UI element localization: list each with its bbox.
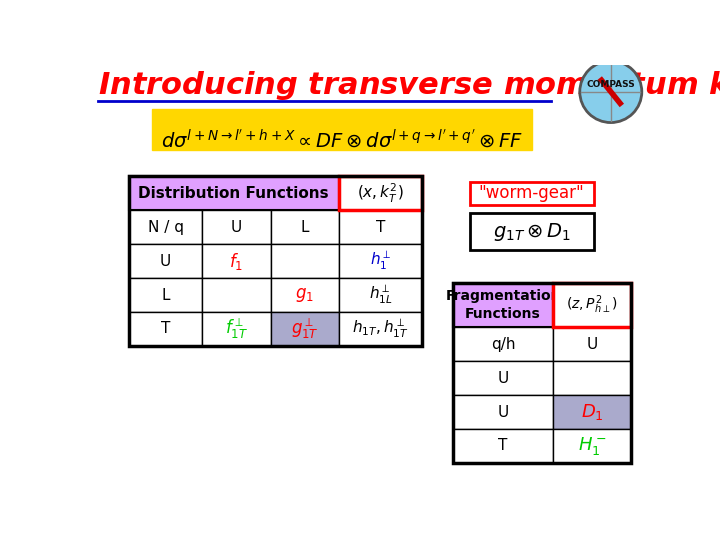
Text: Introducing transverse momentum k$_T$: Introducing transverse momentum k$_T$ (98, 69, 720, 102)
Circle shape (580, 61, 642, 123)
FancyBboxPatch shape (339, 244, 423, 278)
Text: T: T (161, 321, 170, 336)
FancyBboxPatch shape (152, 110, 532, 150)
FancyBboxPatch shape (453, 327, 554, 361)
Text: T: T (498, 438, 508, 454)
FancyBboxPatch shape (339, 278, 423, 312)
FancyBboxPatch shape (554, 361, 631, 395)
FancyBboxPatch shape (271, 278, 339, 312)
FancyBboxPatch shape (202, 244, 271, 278)
Text: U: U (587, 337, 598, 352)
Text: Distribution Functions: Distribution Functions (138, 186, 329, 201)
Text: U: U (498, 370, 509, 386)
FancyBboxPatch shape (554, 327, 631, 361)
FancyBboxPatch shape (129, 211, 202, 244)
FancyBboxPatch shape (469, 213, 594, 251)
Text: U: U (498, 404, 509, 420)
Text: $g_{1T}^\perp$: $g_{1T}^\perp$ (291, 316, 318, 341)
Text: $h_1^\perp$: $h_1^\perp$ (370, 250, 392, 272)
FancyBboxPatch shape (202, 211, 271, 244)
FancyBboxPatch shape (453, 429, 554, 463)
Text: L: L (161, 287, 170, 302)
Text: L: L (300, 220, 309, 235)
FancyBboxPatch shape (339, 211, 423, 244)
FancyBboxPatch shape (271, 211, 339, 244)
FancyBboxPatch shape (453, 395, 554, 429)
FancyBboxPatch shape (129, 312, 202, 346)
FancyBboxPatch shape (339, 177, 423, 211)
Text: $g_{1T} \otimes D_1$: $g_{1T} \otimes D_1$ (492, 221, 571, 243)
Text: T: T (376, 220, 385, 235)
FancyBboxPatch shape (129, 177, 339, 211)
Text: $(x, k_T^2)$: $(x, k_T^2)$ (357, 182, 404, 205)
Text: $(z, P_{h\perp}^2)$: $(z, P_{h\perp}^2)$ (567, 294, 618, 316)
Text: COMPASS: COMPASS (586, 79, 635, 89)
FancyBboxPatch shape (554, 283, 631, 327)
FancyBboxPatch shape (339, 312, 423, 346)
Text: N / q: N / q (148, 220, 184, 235)
FancyBboxPatch shape (271, 244, 339, 278)
FancyBboxPatch shape (453, 361, 554, 395)
Text: q/h: q/h (491, 337, 516, 352)
Text: $H_1^-$: $H_1^-$ (578, 435, 606, 457)
Text: $h_{1L}^\perp$: $h_{1L}^\perp$ (369, 284, 392, 306)
Text: $g_1$: $g_1$ (295, 286, 314, 304)
Text: Fragmentation
Functions: Fragmentation Functions (446, 289, 561, 321)
FancyBboxPatch shape (554, 429, 631, 463)
FancyBboxPatch shape (202, 278, 271, 312)
Text: $d\sigma^{l+N\rightarrow l^{\prime}+h+X} \propto DF \otimes d\sigma^{l+q\rightar: $d\sigma^{l+N\rightarrow l^{\prime}+h+X}… (161, 130, 523, 152)
FancyBboxPatch shape (554, 395, 631, 429)
Text: $D_1$: $D_1$ (581, 402, 603, 422)
Text: $f_{1T}^\perp$: $f_{1T}^\perp$ (225, 316, 248, 341)
FancyBboxPatch shape (453, 283, 554, 327)
FancyBboxPatch shape (202, 312, 271, 346)
Text: U: U (160, 254, 171, 268)
FancyBboxPatch shape (129, 278, 202, 312)
Text: $f_1$: $f_1$ (230, 251, 243, 272)
FancyBboxPatch shape (271, 312, 339, 346)
Text: "worm-gear": "worm-gear" (479, 184, 585, 202)
Text: $h_{1T},h_{1T}^\perp$: $h_{1T},h_{1T}^\perp$ (352, 318, 409, 340)
FancyBboxPatch shape (469, 182, 594, 205)
Text: U: U (231, 220, 242, 235)
FancyBboxPatch shape (129, 244, 202, 278)
